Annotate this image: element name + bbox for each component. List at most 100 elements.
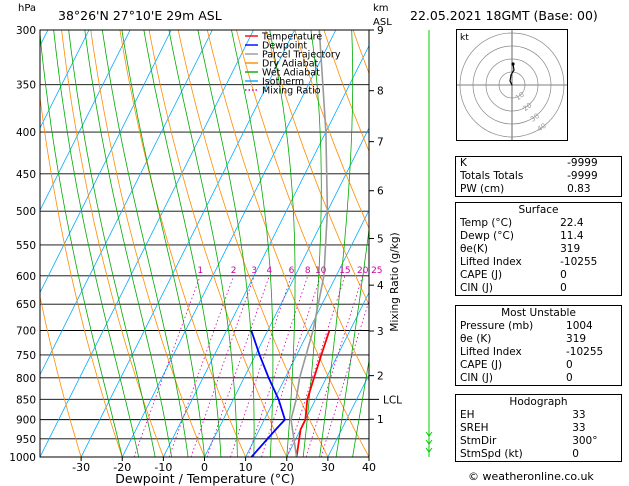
- wind-profile: [425, 30, 433, 457]
- mu-label: Lifted Index: [460, 346, 522, 358]
- dry-adiabat-line: [294, 30, 369, 230]
- wet-adiabat-line: [40, 30, 123, 457]
- wet-adiabat-line: [197, 30, 255, 457]
- x-tick-label: -30: [72, 461, 90, 474]
- dry-adiabat-line: [148, 30, 288, 457]
- surface-label: Lifted Index: [460, 256, 522, 268]
- axes: 1 2 3 4 6 8 10 15 20 2530035040045050055060065070…: [9, 25, 402, 474]
- surface-label: θe(K): [460, 243, 488, 255]
- wet-adiabat-line: [121, 30, 205, 457]
- x-tick-label: 30: [321, 461, 335, 474]
- hodograph-table-box: Hodograph EH 33 SREH 33 StmDir 300° StmSpd …: [455, 394, 622, 462]
- mixing-ratio-label: 10: [315, 266, 327, 276]
- legend-label: Parcel Trajectory: [262, 50, 341, 61]
- index-label: K: [460, 157, 467, 169]
- background-lines: [0, 30, 369, 457]
- wet-adiabat-line: [335, 226, 369, 457]
- isotherm-line: [40, 30, 131, 212]
- mixing-ratio-label: 20: [357, 266, 369, 276]
- mixing-ratio-label: 1: [197, 266, 203, 276]
- hodograph-ring-label-40: 40: [536, 122, 548, 134]
- isotherm-line: [40, 30, 254, 457]
- series-temperature: [295, 330, 331, 457]
- legend-label: Temperature: [261, 32, 322, 43]
- mixing-ratio-line: [230, 275, 292, 457]
- dry-adiabat-line: [90, 30, 205, 457]
- dry-adiabat-line: [61, 30, 164, 457]
- legend-label: Mixing Ratio: [262, 86, 321, 97]
- mu-label: Pressure (mb): [460, 320, 534, 332]
- hodo-label: EH: [460, 409, 475, 421]
- mu-value: 0: [566, 372, 573, 384]
- mixing-ratio-label: 15: [339, 266, 350, 276]
- surface-value: -10255: [560, 256, 598, 268]
- mixing-ratio-axis-label: Mixing Ratio (g/kg): [389, 232, 401, 331]
- km-tick-label: 2: [377, 371, 384, 383]
- asl-unit-label: ASL: [373, 17, 392, 28]
- index-label: Totals Totals: [460, 170, 524, 182]
- hpa-unit-label: hPa: [18, 3, 37, 14]
- km-tick-label: 3: [377, 326, 384, 338]
- hodo-value: 33: [572, 422, 586, 434]
- km-tick-label: 7: [377, 137, 384, 149]
- pressure-tick-label: 500: [16, 206, 36, 218]
- mixing-ratio-label: 8: [305, 266, 311, 276]
- dry-adiabat-line: [323, 30, 369, 153]
- index-value: 0.83: [567, 183, 591, 195]
- surface-title: Surface: [518, 204, 559, 216]
- isotherm-line: [80, 30, 295, 457]
- wet-adiabat-line: [302, 30, 322, 457]
- pressure-tick-label: 1000: [9, 452, 36, 464]
- x-axis-label: Dewpoint / Temperature (°C): [115, 471, 294, 486]
- surface-value: 11.4: [560, 230, 584, 242]
- hodo-value: 300°: [572, 435, 598, 447]
- hodograph-ring-label-10: 10: [514, 91, 526, 103]
- hodo-label: SREH: [460, 422, 489, 434]
- pressure-tick-label: 300: [16, 25, 36, 37]
- hodograph-ring-label-20: 20: [522, 101, 534, 113]
- isotherm-line: [245, 209, 369, 457]
- hodograph-ring-label-30: 30: [529, 112, 541, 124]
- mixing-ratio-line: [206, 275, 270, 457]
- mu-value: -10255: [566, 346, 604, 358]
- dry-adiabat-line: [119, 30, 246, 457]
- pressure-tick-label: 600: [16, 271, 36, 283]
- date-title: 22.05.2021 18GMT (Base: 00): [410, 8, 598, 23]
- isotherm-line: [286, 291, 369, 457]
- dry-adiabat-line: [40, 94, 123, 457]
- wet-adiabat-line: [84, 30, 172, 457]
- x-tick-label: 20: [280, 461, 294, 474]
- isotherm-line: [0, 30, 7, 457]
- wet-adiabat-line: [319, 30, 354, 457]
- hodograph-unit-label: kt: [460, 33, 469, 43]
- isotherm-line: [163, 44, 369, 457]
- mixing-ratio-label: 4: [266, 266, 272, 276]
- mixing-ratio-label: 3: [251, 266, 257, 276]
- dry-adiabat-line: [206, 30, 369, 457]
- surface-label: CIN (J): [460, 282, 493, 294]
- series-dewpoint: [250, 330, 286, 457]
- hodo-value: 33: [572, 409, 586, 421]
- isotherm-line: [327, 373, 369, 457]
- location-title: 38°26'N 27°10'E 29m ASL: [58, 8, 222, 23]
- pressure-tick-label: 650: [16, 299, 36, 311]
- mixing-ratio-label: 6: [289, 266, 295, 276]
- legend-label: Dry Adiabat: [262, 59, 319, 70]
- isotherm-line: [40, 30, 90, 129]
- hodo-label: StmSpd (kt): [460, 448, 523, 460]
- pressure-tick-label: 450: [16, 169, 36, 181]
- mu-value: 319: [566, 333, 587, 345]
- pressure-tick-label: 800: [16, 373, 36, 385]
- surface-value: 0: [560, 269, 567, 281]
- pressure-tick-label: 400: [16, 127, 36, 139]
- wet-adiabat-line: [143, 30, 222, 457]
- isotherm-line: [204, 127, 369, 457]
- dry-adiabat-line: [236, 30, 369, 382]
- most-unstable-title: Most Unstable: [501, 307, 576, 319]
- hodo-value: 0: [572, 448, 579, 460]
- surface-value: 319: [560, 243, 581, 255]
- legend-label: Wet Adiabat: [262, 68, 320, 79]
- legend-label: Dewpoint: [262, 41, 307, 52]
